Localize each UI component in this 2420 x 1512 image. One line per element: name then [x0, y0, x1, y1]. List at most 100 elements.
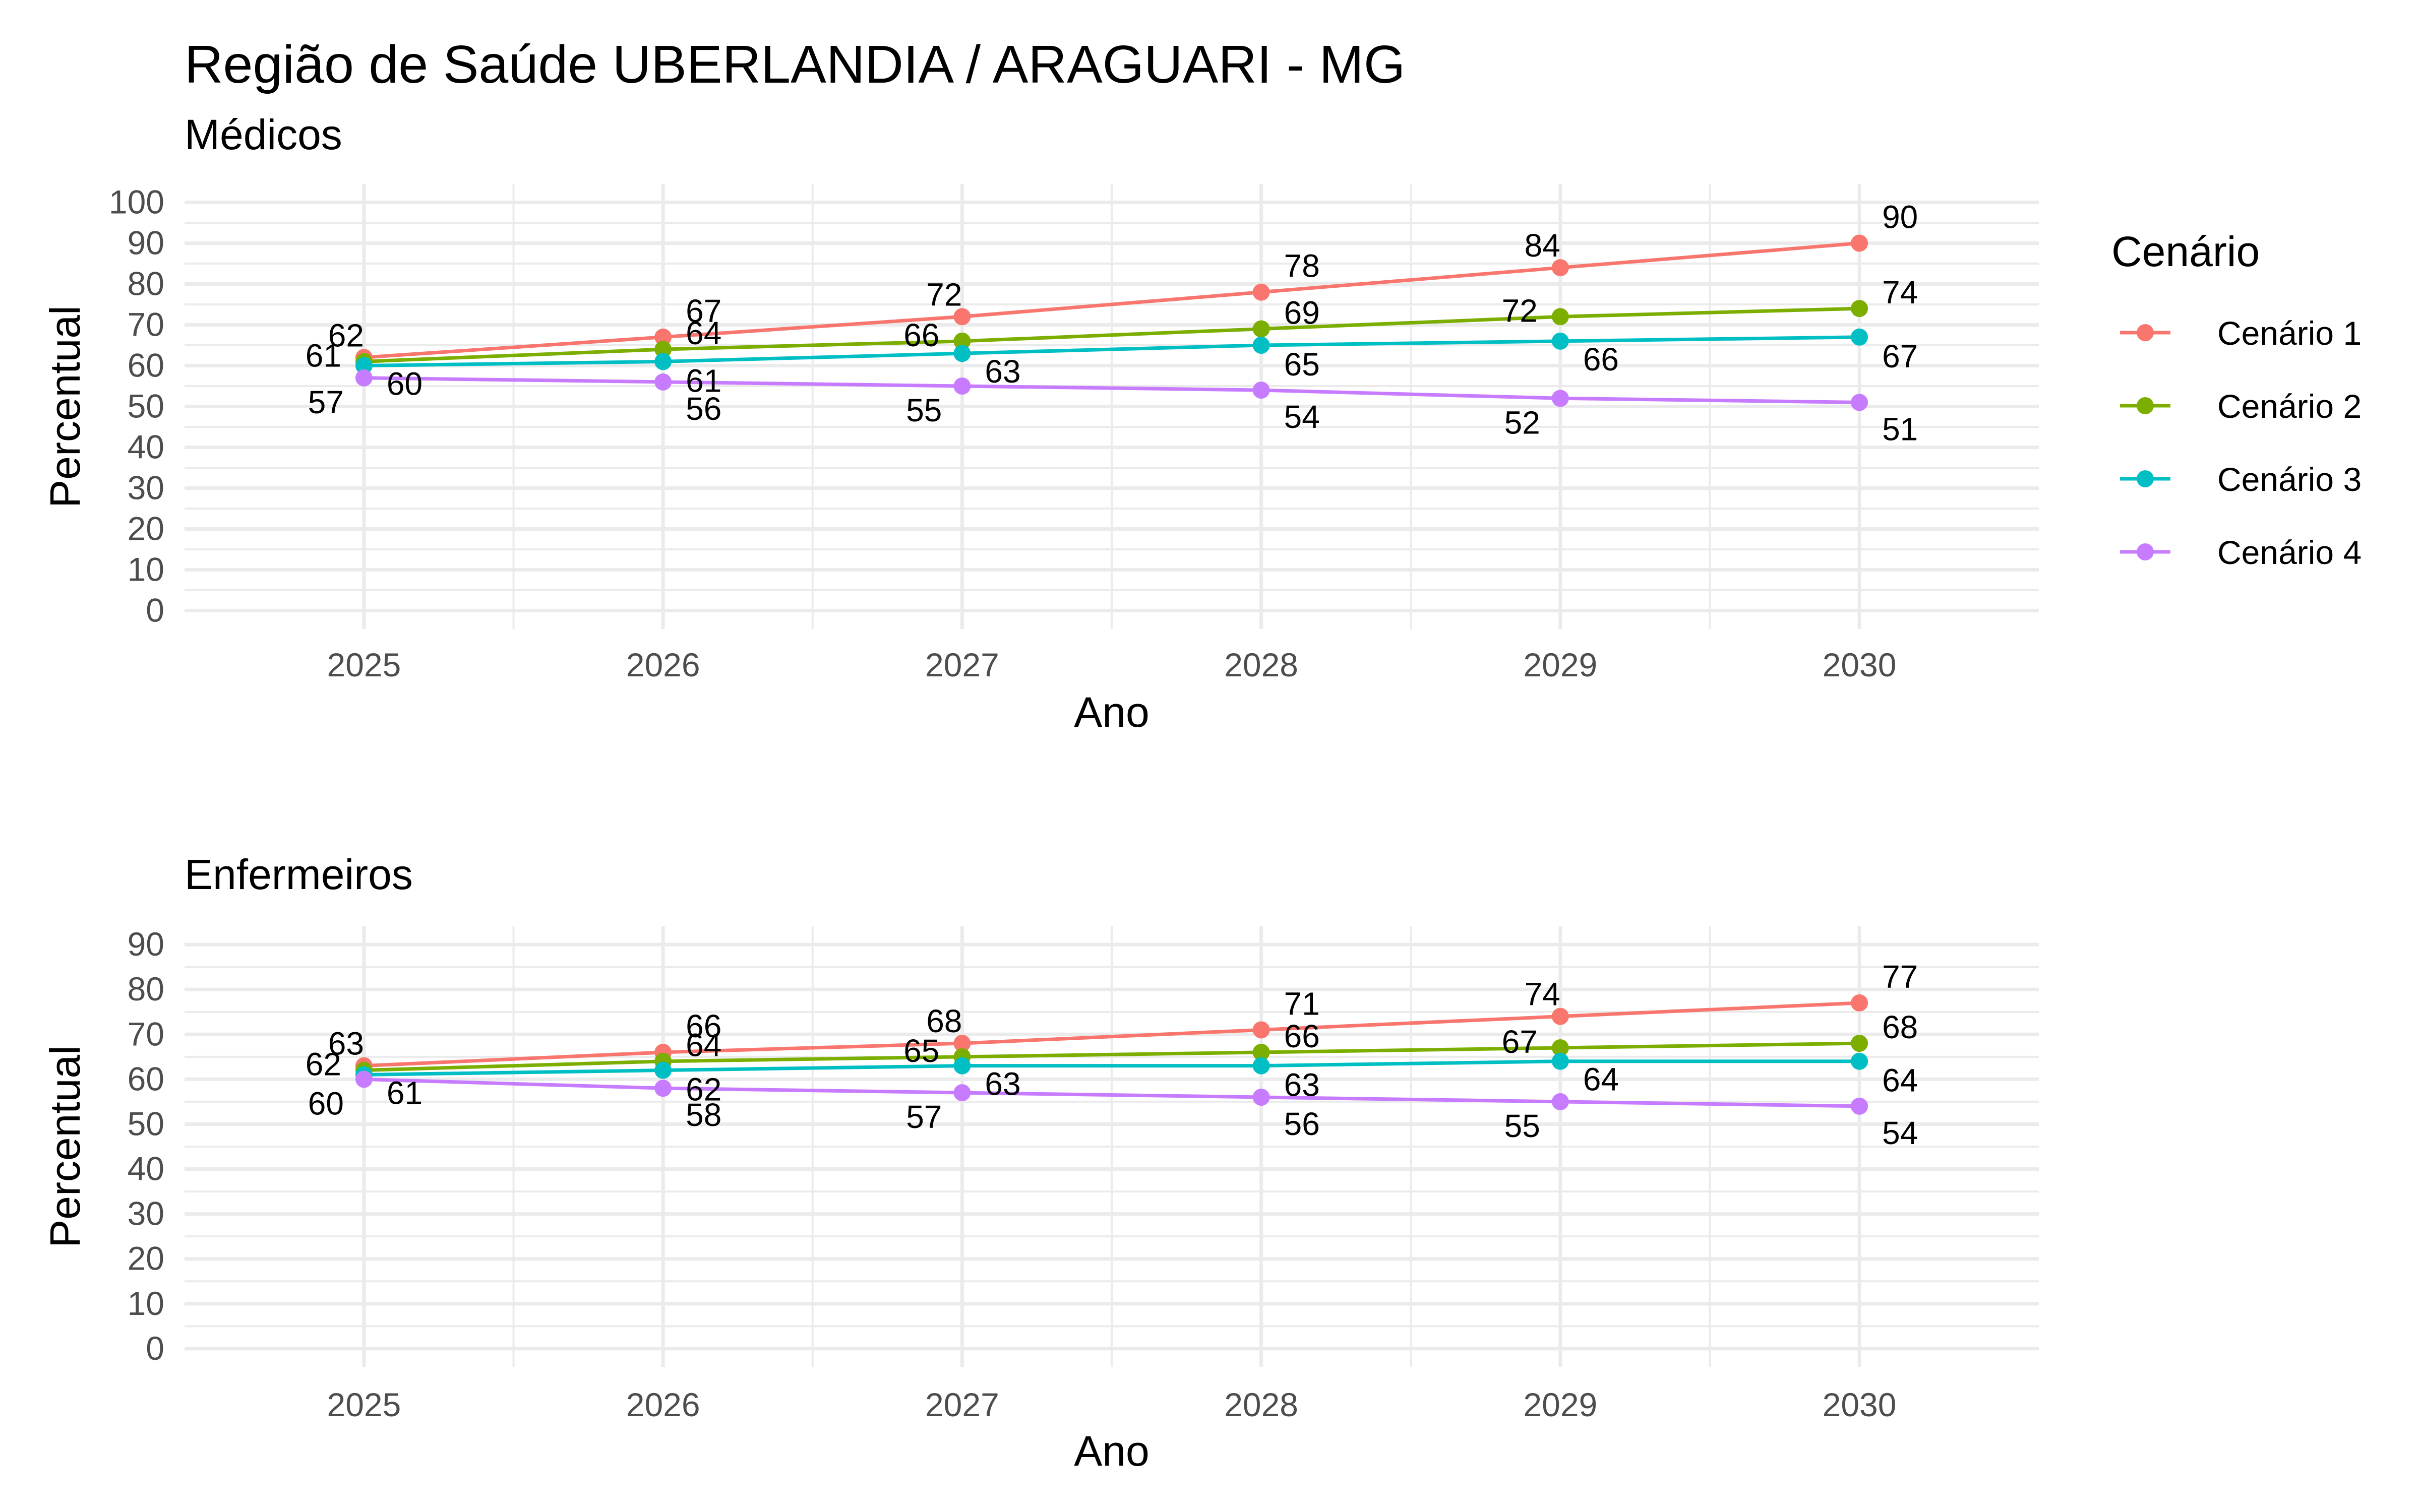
data-point	[953, 1035, 971, 1052]
data-label: 66	[903, 317, 939, 353]
series-2	[355, 300, 1868, 370]
y-tick-label: 80	[128, 970, 164, 1007]
series-line	[364, 1001, 1860, 1068]
data-point	[654, 1080, 672, 1097]
legend-key-point	[2137, 470, 2154, 487]
data-point	[953, 377, 971, 395]
panel-subtitle: Enfermeiros	[185, 851, 413, 898]
data-label: 63	[985, 353, 1020, 390]
data-point	[1851, 234, 1868, 252]
data-label: 84	[1525, 227, 1560, 264]
data-point	[1851, 1097, 1868, 1115]
x-tick-label: 2029	[1523, 646, 1597, 683]
data-point	[654, 341, 672, 358]
data-label: 67	[686, 293, 721, 329]
data-label: 77	[1882, 959, 1918, 995]
data-label: 57	[308, 384, 344, 420]
data-point	[654, 353, 672, 370]
data-point	[953, 1084, 971, 1102]
data-label: 62	[686, 1072, 721, 1108]
data-point	[953, 1057, 971, 1075]
data-label: 63	[328, 1026, 364, 1062]
data-label: 60	[308, 1085, 344, 1121]
legend-item: Cenário 1	[2120, 314, 2362, 352]
data-point	[1851, 1035, 1868, 1052]
series-line	[364, 1077, 1860, 1108]
x-axis-title: Ano	[1074, 1427, 1149, 1475]
legend-key-point	[2137, 543, 2154, 560]
x-tick-label: 2028	[1224, 646, 1298, 683]
data-label: 66	[1284, 1018, 1320, 1054]
x-tick-label: 2030	[1823, 646, 1897, 683]
legend-key-point	[2137, 397, 2154, 414]
data-point	[1851, 994, 1868, 1012]
data-point	[1252, 382, 1270, 399]
data-point	[1252, 1057, 1270, 1075]
y-tick-label: 20	[128, 1240, 164, 1277]
y-axis-title: Percentual	[41, 1045, 89, 1248]
x-tick-label: 2025	[327, 646, 401, 683]
data-point	[1851, 394, 1868, 411]
data-point	[355, 1070, 373, 1088]
data-label: 57	[906, 1099, 942, 1135]
y-tick-label: 100	[109, 183, 164, 220]
data-point	[1551, 1093, 1569, 1110]
data-point	[1551, 1007, 1569, 1025]
data-point	[1252, 320, 1270, 338]
series-4	[355, 369, 1868, 411]
y-tick-label: 0	[146, 592, 164, 629]
y-tick-label: 40	[128, 428, 164, 466]
series-1	[355, 234, 1868, 366]
data-point	[654, 1061, 672, 1079]
legend: Cenário Cenário 1 Cenário 2 Cenário 3 Cenár…	[2111, 228, 2362, 571]
y-tick-label: 90	[128, 925, 164, 963]
data-point	[953, 345, 971, 362]
x-tick-label: 2029	[1523, 1386, 1597, 1423]
data-label: 54	[1284, 399, 1320, 435]
series-line	[364, 335, 1860, 367]
legend-key-point	[2137, 324, 2154, 341]
y-axis-title: Percentual	[41, 305, 89, 508]
data-label: 74	[1525, 976, 1560, 1013]
data-point	[1551, 1039, 1569, 1056]
data-label: 60	[387, 365, 422, 402]
data-label: 56	[686, 391, 721, 427]
y-tick-label: 60	[128, 1060, 164, 1097]
y-tick-label: 70	[128, 305, 164, 343]
legend-item: Cenário 3	[2120, 461, 2362, 498]
data-label: 72	[1502, 292, 1538, 329]
data-label: 69	[1284, 295, 1320, 331]
data-point	[1252, 336, 1270, 354]
series-line	[364, 376, 1860, 404]
x-tick-label: 2025	[327, 1386, 401, 1423]
data-point	[953, 332, 971, 350]
data-label: 72	[926, 276, 962, 312]
data-point	[1252, 1043, 1270, 1061]
legend-label: Cenário 4	[2217, 534, 2362, 571]
x-axis-title: Ano	[1074, 688, 1149, 736]
data-label: 63	[1284, 1067, 1320, 1103]
data-point	[355, 357, 373, 374]
data-point	[1252, 283, 1270, 301]
data-label: 52	[1504, 404, 1540, 440]
data-label: 90	[1882, 199, 1918, 235]
data-label: 74	[1882, 274, 1918, 310]
data-label: 68	[926, 1003, 962, 1039]
data-label: 67	[1502, 1024, 1538, 1060]
y-tick-label: 30	[128, 469, 164, 507]
data-label: 78	[1284, 248, 1320, 284]
data-label: 65	[903, 1033, 939, 1069]
series-3	[355, 328, 1868, 374]
data-point	[355, 369, 373, 387]
data-label: 56	[1284, 1106, 1320, 1142]
y-tick-label: 50	[128, 1105, 164, 1142]
data-label: 62	[306, 1046, 341, 1083]
data-point	[1851, 1052, 1868, 1070]
data-label: 66	[1583, 341, 1619, 377]
legend-label: Cenário 2	[2217, 388, 2362, 425]
data-point	[1551, 1052, 1569, 1070]
legend-item: Cenário 2	[2120, 388, 2362, 425]
data-point	[1551, 390, 1569, 407]
